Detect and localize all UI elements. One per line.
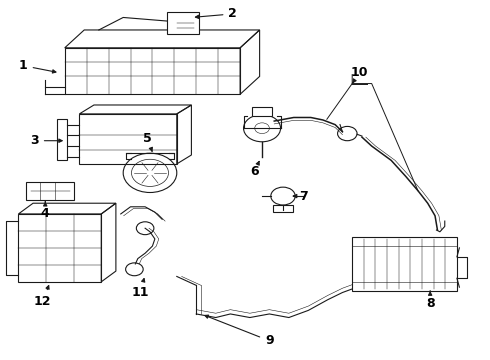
Text: 12: 12 [34,285,51,308]
Bar [273,205,293,212]
Text: 6: 6 [250,161,259,177]
Text: 5: 5 [143,132,152,151]
Text: 2: 2 [196,8,237,21]
Bar [167,12,199,33]
Bar [57,119,67,160]
Text: 8: 8 [426,291,435,310]
Text: 7: 7 [293,190,308,203]
Text: 4: 4 [41,202,49,220]
Text: 3: 3 [30,134,62,147]
Text: 11: 11 [131,279,149,299]
Text: 10: 10 [351,66,368,82]
Bar [26,182,74,200]
Bar [252,107,272,116]
Text: 1: 1 [19,59,56,73]
Bar [352,237,457,291]
Text: 9: 9 [205,315,274,347]
